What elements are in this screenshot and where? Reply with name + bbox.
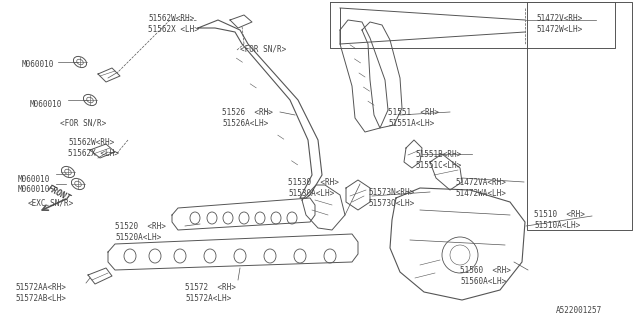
Text: M060010: M060010 [18,175,51,184]
Text: <FOR SN/R>: <FOR SN/R> [60,118,106,127]
Text: M060010: M060010 [22,60,54,69]
Text: M060010: M060010 [18,185,51,194]
Text: 51520  <RH>
51520A<LH>: 51520 <RH> 51520A<LH> [115,222,166,242]
Text: 51572  <RH>
51572A<LH>: 51572 <RH> 51572A<LH> [185,283,236,303]
Text: M060010: M060010 [30,100,62,109]
Text: 51560  <RH>
51560A<LH>: 51560 <RH> 51560A<LH> [460,266,511,286]
Text: 51572AA<RH>
51572AB<LH>: 51572AA<RH> 51572AB<LH> [15,283,66,303]
Text: 51530  <RH>
51530A<LH>: 51530 <RH> 51530A<LH> [288,178,339,198]
Text: 51526  <RH>
51526A<LH>: 51526 <RH> 51526A<LH> [222,108,273,128]
Text: 51472VA<RH>
51472WA<LH>: 51472VA<RH> 51472WA<LH> [455,178,506,198]
Text: 51551B<RH>
51551C<LH>: 51551B<RH> 51551C<LH> [415,150,461,170]
Text: 51562W<RH>
51562X <LH>: 51562W<RH> 51562X <LH> [68,138,119,158]
Text: 51510  <RH>
51510A<LH>: 51510 <RH> 51510A<LH> [534,210,585,230]
Text: <EXC.SN/R>: <EXC.SN/R> [28,198,74,207]
Text: <FOR SN/R>: <FOR SN/R> [240,44,286,53]
Text: A522001257: A522001257 [556,306,602,315]
Text: 51562W<RH>
51562X <LH>: 51562W<RH> 51562X <LH> [148,14,199,34]
Text: 51573N<RH>
51573O<LH>: 51573N<RH> 51573O<LH> [368,188,414,208]
Text: 51472V<RH>
51472W<LH>: 51472V<RH> 51472W<LH> [536,14,582,34]
Text: 51551  <RH>
51551A<LH>: 51551 <RH> 51551A<LH> [388,108,439,128]
Text: FRONT: FRONT [46,184,72,204]
